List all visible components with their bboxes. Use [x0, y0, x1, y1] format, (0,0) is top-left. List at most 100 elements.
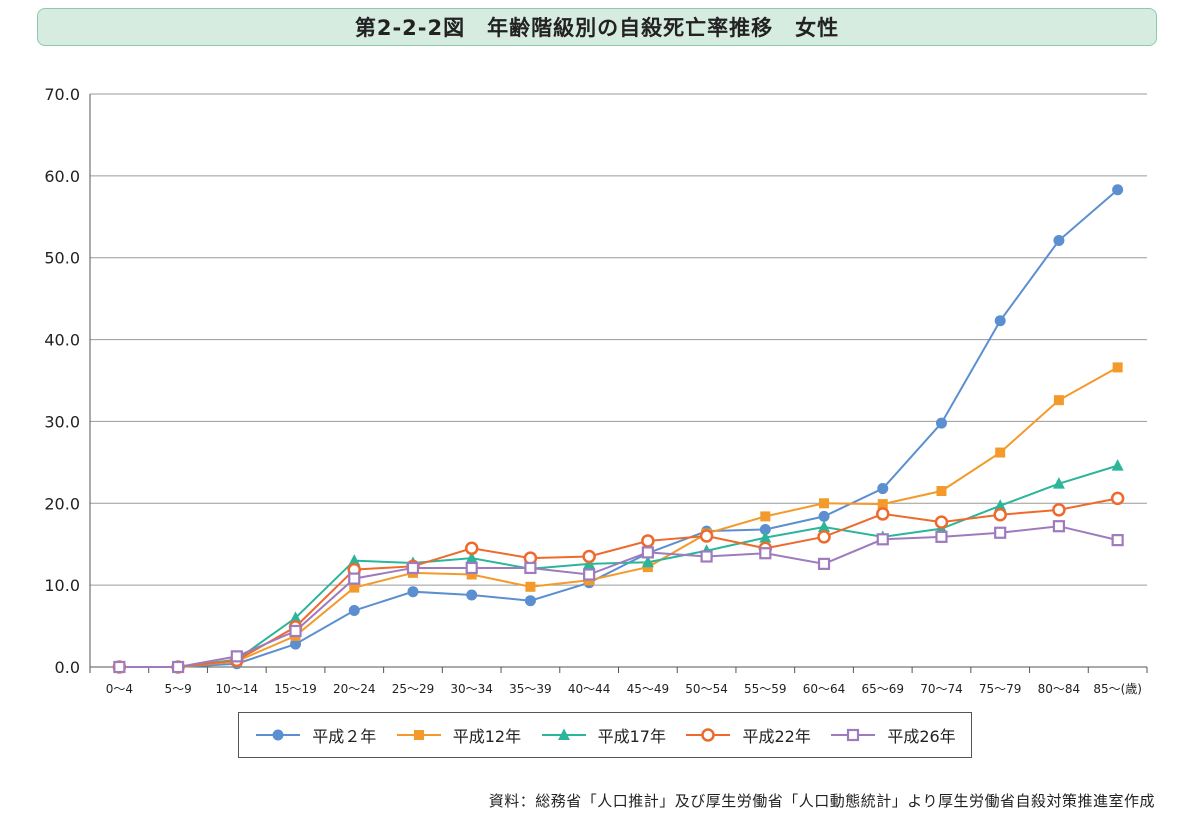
chart-title-box: 第2-2-2図 年齢階級別の自殺死亡率推移 女性: [37, 8, 1157, 46]
data-point: [406, 561, 420, 575]
legend-marker: [557, 728, 570, 740]
series-4: [119, 497, 1118, 668]
data-point: [995, 447, 1006, 458]
series-2: [119, 366, 1119, 668]
y-tick-label: 30.0: [44, 412, 80, 431]
data-point: [1052, 503, 1066, 517]
data-point: [582, 549, 596, 564]
data-point: [1110, 491, 1125, 506]
series-line: [119, 366, 1119, 668]
data-point: [230, 650, 243, 663]
series-4-points: [112, 491, 1125, 674]
x-tick-label: 30～34: [450, 682, 493, 696]
data-point: [348, 605, 360, 617]
x-tick-label: 50～54: [685, 682, 728, 696]
data-point: [113, 660, 126, 674]
x-tick-label: 5～9: [164, 682, 191, 696]
series-line: [119, 189, 1119, 668]
data-point: [1112, 184, 1124, 196]
legend-label: 平成２年: [312, 727, 377, 746]
legend-item: 平成２年: [254, 723, 376, 747]
legend-swatch: [256, 729, 301, 741]
legend-label: 平成17年: [597, 727, 666, 746]
data-point: [994, 315, 1006, 327]
data-point: [1111, 534, 1124, 547]
legend-label: 平成22年: [742, 727, 811, 746]
data-point: [936, 486, 947, 497]
data-point: [876, 533, 889, 546]
legend-marker: [847, 728, 860, 742]
data-point: [524, 561, 537, 575]
x-tick-label: 85～(歳): [1093, 682, 1142, 696]
legend-marker: [701, 728, 716, 742]
data-point: [699, 529, 714, 543]
data-point: [877, 483, 889, 495]
data-point: [348, 572, 361, 585]
data-point: [289, 611, 302, 623]
data-point: [935, 417, 947, 429]
data-point: [290, 638, 302, 650]
data-point: [349, 582, 360, 593]
series-line: [119, 464, 1118, 668]
x-tick-label: 75～79: [979, 682, 1022, 696]
legend-swatch: [541, 728, 586, 740]
legend-swatch: [686, 728, 731, 742]
legend-item: 平成26年: [829, 723, 956, 747]
y-tick-label: 0.0: [55, 658, 80, 677]
series-line: [119, 525, 1118, 668]
y-tick-label: 40.0: [44, 331, 80, 350]
data-point: [1111, 459, 1124, 471]
data-point: [877, 499, 888, 510]
data-point: [641, 555, 654, 568]
data-point: [759, 531, 772, 543]
data-point: [818, 510, 830, 522]
data-point: [817, 530, 831, 544]
data-point: [641, 546, 654, 559]
data-point: [583, 568, 596, 581]
series-5-points: [113, 520, 1124, 674]
legend-swatch: [831, 728, 876, 742]
line-chart: 0.0 10.0 20.0 30.0 40.0 50.0 60.0 70.0 0～4 5～9 10～…: [44, 85, 1148, 696]
data-point: [1112, 362, 1123, 373]
series-line: [119, 497, 1118, 668]
x-tick-label: 45～49: [627, 682, 670, 696]
x-tick-label: 20～24: [333, 682, 376, 696]
data-point: [465, 551, 478, 564]
data-point: [466, 589, 478, 601]
legend-item: 平成12年: [395, 723, 521, 747]
data-point: [1052, 520, 1066, 533]
x-tick-label: 10～14: [216, 682, 259, 696]
data-point: [641, 534, 655, 548]
legend-marker: [272, 729, 284, 741]
y-tick-label: 70.0: [44, 85, 80, 104]
data-point: [759, 547, 772, 560]
chart-legend: 平成２年 平成12年 平成17年 平成22年 平成26年: [238, 712, 972, 758]
data-point: [994, 526, 1007, 539]
data-point: [1053, 395, 1064, 406]
y-tick-label: 50.0: [44, 249, 80, 268]
y-tick-label: 20.0: [44, 494, 80, 513]
data-point: [289, 624, 302, 638]
data-point: [759, 523, 771, 535]
x-tick-label: 55～59: [744, 682, 787, 696]
data-point: [407, 586, 419, 598]
x-tick-label: 35～39: [509, 682, 552, 696]
data-point: [700, 550, 713, 563]
legend-label: 平成12年: [452, 727, 522, 746]
x-tick-label: 80～84: [1038, 682, 1081, 696]
data-point: [934, 515, 949, 529]
x-tick-label: 70～74: [920, 682, 963, 696]
x-tick-label: 25～29: [392, 682, 435, 696]
y-tick-label: 10.0: [44, 576, 80, 595]
data-point: [760, 511, 771, 522]
x-tick-label: 0～4: [106, 682, 133, 696]
data-point: [935, 530, 948, 543]
legend-item: 平成22年: [684, 723, 811, 747]
source-note: 資料：総務省「人口推計」及び厚生労働省「人口動態統計」より厚生労働省自殺対策推進…: [488, 792, 1155, 810]
data-point: [525, 581, 536, 592]
x-tick-label: 40～44: [568, 682, 611, 696]
x-tick-label: 60～64: [803, 682, 846, 696]
data-point: [818, 520, 831, 533]
data-point: [466, 569, 477, 580]
data-point: [993, 507, 1007, 522]
